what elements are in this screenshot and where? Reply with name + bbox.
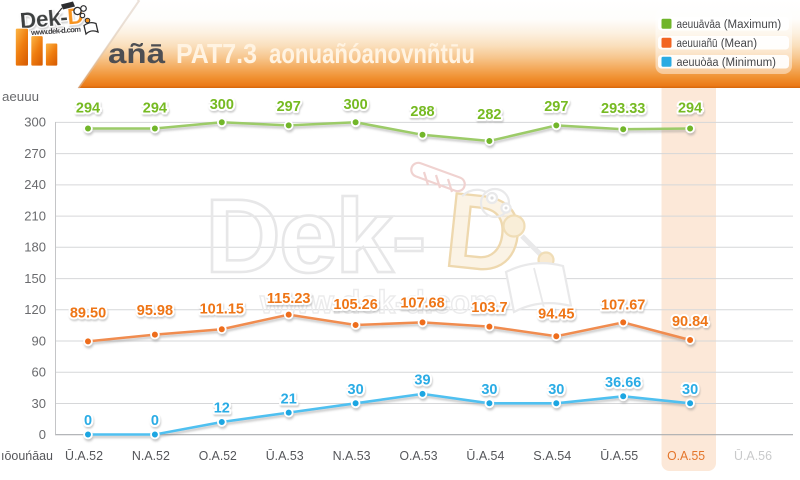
svg-text:aeuuāvāa (Maximum): aeuuāvāa (Maximum) — [677, 19, 782, 31]
svg-text:N.A.53: N.A.53 — [333, 448, 371, 463]
svg-text:150: 150 — [24, 271, 46, 286]
svg-text:101.15: 101.15 — [200, 301, 244, 317]
svg-text:O.A.53: O.A.53 — [400, 448, 438, 463]
svg-text:103.7: 103.7 — [471, 300, 507, 316]
svg-text:105.26: 105.26 — [333, 297, 377, 313]
svg-text:94.45: 94.45 — [538, 306, 574, 322]
svg-text:300: 300 — [24, 115, 46, 130]
svg-text:180: 180 — [24, 240, 46, 255]
svg-text:294: 294 — [143, 101, 167, 117]
svg-text:107.68: 107.68 — [400, 296, 444, 312]
svg-text:0: 0 — [84, 413, 92, 429]
svg-text:Dek-: Dek- — [205, 178, 425, 295]
svg-text:270: 270 — [24, 146, 46, 161]
svg-text:107.67: 107.67 — [601, 298, 645, 314]
svg-text:89.50: 89.50 — [70, 306, 106, 322]
svg-text:Ū.A.52: Ū.A.52 — [65, 448, 103, 463]
svg-text:30: 30 — [481, 382, 497, 398]
svg-text:120: 120 — [24, 302, 46, 317]
svg-text:240: 240 — [24, 177, 46, 192]
svg-text:aeuuu: aeuuu — [2, 89, 39, 104]
svg-text:añā: añā — [108, 38, 166, 69]
svg-text:210: 210 — [24, 208, 46, 223]
svg-text:294: 294 — [678, 101, 702, 117]
svg-text:288: 288 — [410, 104, 434, 120]
svg-text:90.84: 90.84 — [672, 314, 708, 330]
svg-text:293.33: 293.33 — [601, 101, 645, 117]
svg-text:S.A.54: S.A.54 — [533, 448, 571, 463]
svg-text:O.A.55: O.A.55 — [667, 448, 705, 463]
svg-text:N.A.52: N.A.52 — [132, 448, 170, 463]
svg-text:30: 30 — [682, 382, 698, 398]
svg-text:297: 297 — [544, 99, 568, 115]
svg-text:aonuañóanovnñtūu: aonuañóanovnñtūu — [269, 38, 475, 69]
svg-text:95.98: 95.98 — [137, 303, 173, 319]
svg-text:60: 60 — [32, 365, 46, 380]
svg-text:39: 39 — [414, 373, 430, 389]
svg-text:Ū.A.53: Ū.A.53 — [266, 448, 304, 463]
svg-text:aeuuıañū (Mean): aeuuıañū (Mean) — [677, 38, 758, 50]
svg-text:300: 300 — [343, 97, 367, 113]
svg-text:O.A.52: O.A.52 — [199, 448, 237, 463]
svg-text:297: 297 — [277, 99, 301, 115]
svg-text:90: 90 — [32, 333, 46, 348]
svg-text:0: 0 — [39, 427, 46, 442]
svg-text:282: 282 — [477, 107, 501, 123]
svg-text:ıōouńāau: ıōouńāau — [1, 448, 53, 463]
svg-text:30: 30 — [32, 396, 46, 411]
svg-text:aeuuòāa (Minimum): aeuuòāa (Minimum) — [677, 57, 777, 69]
svg-text:30: 30 — [348, 382, 364, 398]
svg-text:PAT7.3: PAT7.3 — [176, 38, 257, 69]
svg-text:30: 30 — [548, 382, 564, 398]
svg-text:www.dek-d.com: www.dek-d.com — [259, 284, 498, 320]
svg-text:300: 300 — [210, 97, 234, 113]
svg-text:12: 12 — [214, 401, 230, 417]
svg-text:Ū.A.55: Ū.A.55 — [600, 448, 638, 463]
svg-text:294: 294 — [76, 101, 100, 117]
svg-text:115.23: 115.23 — [267, 291, 311, 307]
svg-text:0: 0 — [151, 413, 159, 429]
svg-text:36.66: 36.66 — [605, 375, 641, 391]
svg-text:www.dek-d.com: www.dek-d.com — [30, 25, 82, 38]
svg-text:21: 21 — [281, 391, 297, 407]
svg-text:Ū.A.54: Ū.A.54 — [466, 448, 504, 463]
svg-text:Ū.A.56: Ū.A.56 — [734, 448, 772, 463]
